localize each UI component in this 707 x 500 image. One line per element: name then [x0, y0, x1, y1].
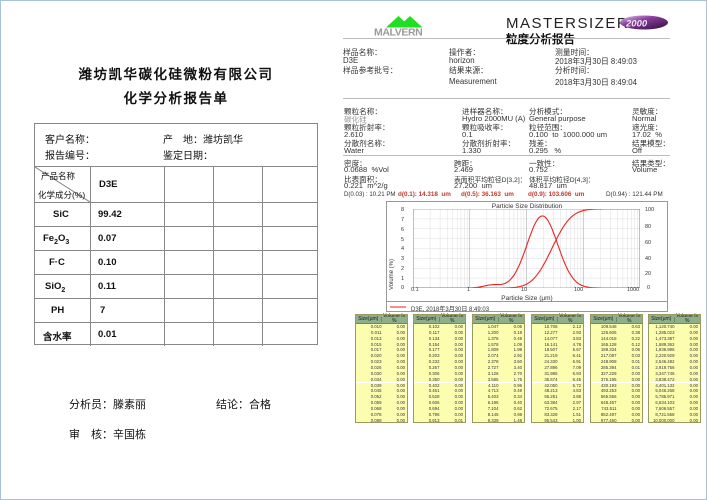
svg-text:2000: 2000	[625, 19, 648, 30]
svg-text:MALVERN: MALVERN	[374, 26, 422, 36]
